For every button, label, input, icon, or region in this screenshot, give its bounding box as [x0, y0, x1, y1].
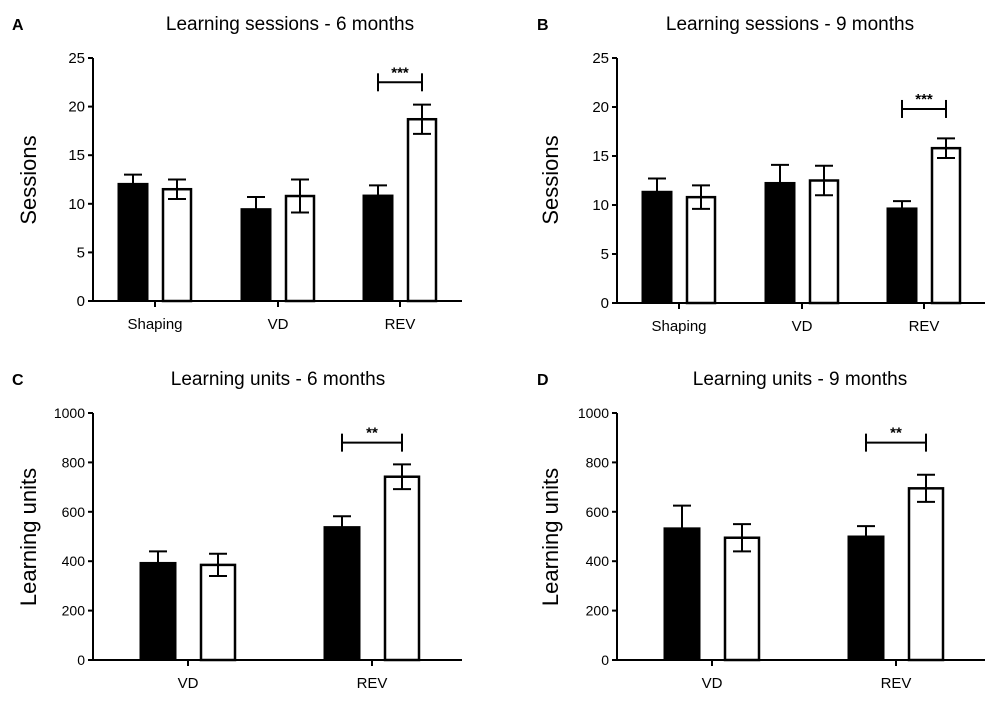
bar: [117, 182, 149, 302]
bar: [764, 181, 796, 304]
significance-label: ***: [391, 64, 409, 81]
x-tick-label: VD: [268, 316, 289, 333]
panel-c: C Learning units - 6 months Learning units…: [12, 369, 462, 692]
bar: [362, 194, 394, 302]
y-tick-label: 1000: [578, 405, 609, 421]
y-tick-label: 25: [68, 50, 85, 67]
x-tick-label: Shaping: [127, 316, 182, 333]
bar: [930, 146, 962, 305]
y-tick-label: 800: [586, 454, 610, 470]
y-tick-label: 0: [601, 652, 609, 668]
bar: [406, 117, 438, 303]
bar: [886, 207, 918, 304]
bar: [139, 561, 177, 661]
y-tick-label: 0: [601, 295, 609, 312]
y-axis-label: Sessions: [538, 135, 563, 224]
x-tick-label: REV: [357, 675, 388, 692]
y-tick-label: 5: [77, 244, 85, 261]
panel-label: B: [537, 17, 549, 34]
bar: [641, 190, 673, 304]
x-tick-label: REV: [909, 318, 940, 335]
x-tick-label: VD: [702, 675, 723, 692]
panel-b: B Learning sessions - 9 months Sessions 0 5 1…: [537, 14, 985, 335]
bar: [663, 527, 701, 661]
chart-title: Learning sessions - 6 months: [166, 14, 414, 35]
y-axis-label: Sessions: [16, 135, 41, 224]
bar: [161, 187, 193, 303]
bar: [240, 208, 272, 302]
y-tick-label: 20: [592, 99, 609, 116]
chart-title: Learning sessions - 9 months: [666, 14, 914, 35]
bar: [323, 526, 361, 661]
y-axis-label: Learning units: [16, 468, 41, 606]
chart-title: Learning units - 6 months: [171, 369, 385, 390]
y-tick-label: 200: [62, 603, 86, 619]
y-tick-label: 600: [586, 504, 610, 520]
y-tick-label: 200: [586, 603, 610, 619]
y-axis-label: Learning units: [538, 468, 563, 606]
y-tick-label: 25: [592, 50, 609, 67]
x-tick-label: REV: [385, 316, 416, 333]
chart-title: Learning units - 9 months: [693, 369, 907, 390]
x-tick-label: REV: [881, 675, 912, 692]
y-tick-label: 20: [68, 99, 85, 116]
panel-d: D Learning units - 9 months Learning units…: [537, 369, 985, 692]
bar: [383, 475, 421, 662]
bar: [199, 563, 237, 662]
y-tick-label: 10: [592, 197, 609, 214]
y-tick-label: 400: [586, 553, 610, 569]
panel-label: C: [12, 372, 24, 389]
y-tick-label: 10: [68, 196, 85, 213]
bar: [847, 535, 885, 661]
y-tick-label: 400: [62, 553, 86, 569]
panel-label: D: [537, 372, 549, 389]
panel-label: A: [12, 17, 24, 34]
bar: [907, 487, 945, 662]
significance-label: ***: [915, 91, 933, 108]
x-tick-label: VD: [792, 318, 813, 335]
bar: [723, 536, 761, 662]
y-tick-label: 1000: [54, 405, 85, 421]
y-tick-label: 15: [592, 148, 609, 165]
y-tick-label: 0: [77, 293, 85, 310]
significance-label: **: [890, 425, 902, 442]
y-tick-label: 15: [68, 147, 85, 164]
significance-label: **: [366, 425, 378, 442]
y-tick-label: 0: [77, 652, 85, 668]
panel-a: A Learning sessions - 6 months Sessions 0 5 1…: [12, 14, 462, 333]
y-tick-label: 800: [62, 454, 86, 470]
y-tick-label: 5: [601, 246, 609, 263]
bar: [685, 195, 717, 305]
x-tick-label: VD: [178, 675, 199, 692]
x-tick-label: Shaping: [651, 318, 706, 335]
bar: [808, 179, 840, 305]
y-tick-label: 600: [62, 504, 86, 520]
